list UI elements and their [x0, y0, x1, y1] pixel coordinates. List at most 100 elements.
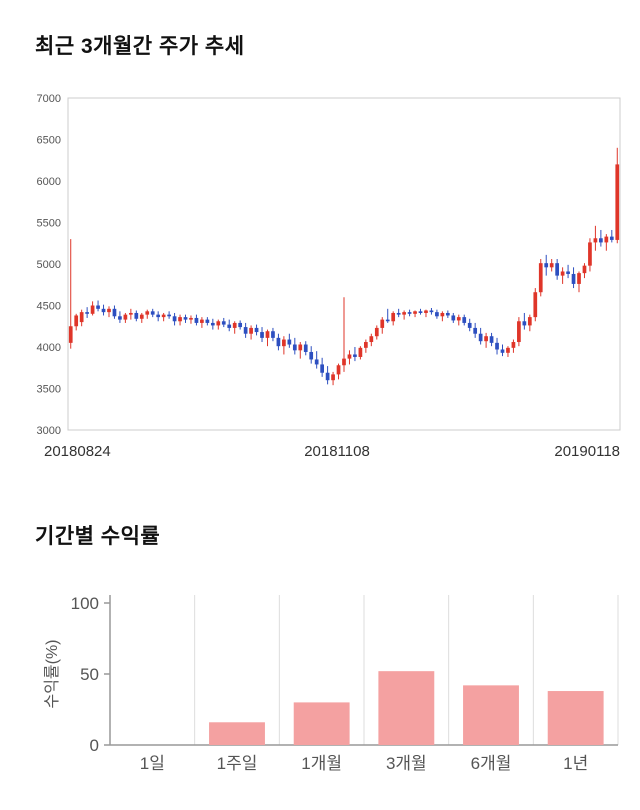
price-candlestick-chart: 3000 3500 4000 4500 5000 5500 6000 6500 7000 2018…	[37, 93, 621, 460]
candle-body	[167, 314, 171, 317]
price-y-tick-label: 6000	[37, 176, 61, 188]
candle-body	[582, 265, 587, 274]
candle-body	[358, 347, 363, 357]
candle-body	[172, 316, 177, 322]
candle-body	[96, 305, 100, 309]
candle-body	[101, 308, 106, 313]
candle-body	[74, 315, 79, 327]
candle-body	[451, 315, 456, 321]
price-y-tick-label: 4000	[37, 342, 61, 354]
candle-body	[205, 319, 210, 323]
bar-y-tick-label: 50	[80, 665, 99, 684]
candle-body	[538, 263, 543, 293]
price-x-tick-label: 20181108	[304, 443, 370, 460]
candle-body	[593, 238, 598, 243]
candle-body	[161, 314, 166, 318]
bar-category-label: 1주일	[217, 754, 258, 773]
candle-body	[90, 305, 95, 314]
candle-body	[216, 321, 221, 326]
price-plot-border	[67, 97, 621, 431]
candle-body	[276, 337, 281, 347]
candle-body	[85, 312, 89, 314]
bar-category-label: 1일	[140, 754, 165, 773]
price-y-tick-label: 3500	[37, 384, 61, 396]
candle-body	[369, 336, 374, 343]
candle-body	[183, 317, 188, 320]
candle-body	[522, 321, 527, 326]
candle-body	[243, 327, 248, 334]
candle-body	[320, 364, 324, 373]
candle-body	[79, 312, 84, 323]
bar-category-label: 3개월	[386, 754, 427, 773]
candle-body	[484, 336, 488, 342]
candle-body	[178, 317, 182, 322]
price-y-tick-label: 7000	[37, 93, 61, 105]
candle-body	[292, 344, 297, 351]
price-y-tick-label: 5000	[37, 259, 61, 271]
candle-body	[424, 310, 428, 313]
price-y-tick-label: 5500	[37, 218, 61, 230]
candle-body	[506, 347, 510, 353]
candle-body	[238, 322, 243, 328]
candle-body	[200, 319, 204, 323]
candle-body	[221, 321, 226, 325]
candle-body	[265, 331, 270, 338]
candle-body	[118, 316, 122, 320]
candle-body	[249, 327, 253, 334]
candle-body	[380, 319, 385, 328]
bar-y-axis-label: 수익률(%)	[43, 639, 61, 708]
candle-body	[260, 332, 264, 338]
candle-body	[374, 327, 379, 337]
candle-body	[331, 374, 335, 381]
candle-body	[156, 314, 161, 318]
candle-body	[571, 273, 576, 284]
candle-body	[456, 317, 461, 321]
candle-body	[112, 308, 117, 317]
candle-body	[440, 312, 445, 317]
candle-body	[134, 312, 139, 319]
returns-bar-chart: 0 50 100 수익률(%) 1일 1주일 1개월 3개월 6개월 1년	[43, 594, 619, 773]
candle-body	[128, 312, 133, 315]
candle-body	[396, 312, 401, 315]
candle-body	[194, 317, 199, 323]
candle-body	[435, 312, 439, 317]
candle-body	[189, 317, 193, 320]
candle-body	[107, 308, 111, 313]
return-bar	[293, 702, 350, 745]
candle-body	[347, 354, 352, 359]
candle-body	[68, 326, 73, 343]
candle-body	[609, 236, 614, 240]
candle-body	[495, 342, 499, 350]
candle-body	[560, 271, 565, 276]
bar-y-tick-label: 100	[71, 594, 99, 613]
return-bar	[463, 685, 519, 745]
candle-body	[549, 263, 554, 268]
return-bar	[209, 722, 265, 745]
candle-body	[391, 312, 396, 322]
candle-body	[527, 317, 532, 326]
price-y-tick-label: 3000	[37, 425, 61, 437]
candle-body	[314, 359, 319, 365]
candle-body	[413, 311, 417, 314]
candle-body	[407, 312, 412, 314]
returns-chart-title: 기간별 수익률	[35, 525, 161, 548]
bar-category-label: 6개월	[471, 754, 512, 773]
candle-body	[462, 317, 467, 323]
candle-body	[385, 319, 390, 322]
candle-body	[254, 327, 259, 333]
candle-body	[517, 321, 521, 343]
candle-body	[342, 358, 346, 366]
candle-body	[566, 271, 570, 274]
candle-body	[544, 263, 549, 268]
candle-body	[298, 344, 303, 351]
candle-body	[123, 314, 128, 320]
candle-body	[139, 314, 144, 319]
candle-body	[364, 342, 368, 348]
price-chart-title: 최근 3개월간 주가 추세	[35, 35, 245, 58]
candle-body	[150, 311, 155, 315]
candle-body	[227, 324, 232, 328]
bar-category-label: 1개월	[301, 754, 342, 773]
price-y-tick-label: 4500	[37, 301, 61, 313]
candle-body	[615, 164, 620, 240]
